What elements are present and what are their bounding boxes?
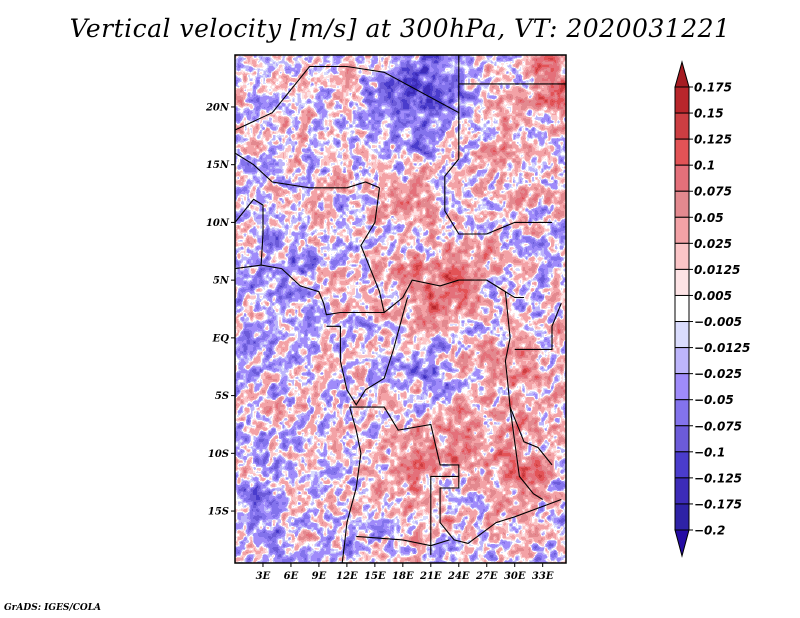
y-tick-label: 5N <box>213 276 230 287</box>
colorbar-label: −0.1 <box>694 445 725 459</box>
chart-title: Vertical velocity [m/s] at 300hPa, VT: 2… <box>69 14 731 43</box>
map-frame <box>234 54 567 564</box>
vertical-velocity-field <box>235 55 566 563</box>
colorbar-segment <box>674 190 690 218</box>
country-border <box>235 65 552 235</box>
colorbar-segment <box>674 216 690 244</box>
x-tick-label: 27E <box>475 571 498 582</box>
country-border <box>235 198 264 266</box>
colorbar-extend-max-arrow <box>674 60 690 88</box>
colorbar-label: 0.005 <box>694 289 732 303</box>
colorbar-label: 0.025 <box>694 237 732 251</box>
colorbar-label: −0.175 <box>694 497 742 511</box>
y-tick-label: 15N <box>206 160 230 171</box>
colorbar-segment <box>674 86 690 114</box>
colorbar-segment <box>674 451 690 479</box>
colorbar-segment <box>674 399 690 427</box>
y-tick-label: EQ <box>212 333 230 344</box>
colorbar: 0.175 0.15 0.125 0.1 0.075 0.05 0.025 0.0125 0.0… <box>674 60 750 558</box>
x-tick-label: 15E <box>364 571 386 582</box>
colorbar-label: 0.05 <box>694 211 724 225</box>
grads-credit: GrADS: IGES/COLA <box>4 603 102 613</box>
x-tick-label: 3E <box>256 571 271 582</box>
colorbar-segment <box>674 242 690 270</box>
colorbar-label: −0.05 <box>694 393 734 407</box>
y-tick-label: 10S <box>208 449 229 460</box>
colorbar-segment <box>674 268 690 296</box>
colorbar-label: 0.075 <box>694 185 732 199</box>
colorbar-segment <box>674 347 690 375</box>
country-border <box>349 406 562 544</box>
colorbar-segment <box>674 373 690 401</box>
country-border <box>235 264 385 316</box>
x-tick-label: 30E <box>504 571 526 582</box>
colorbar-label: 0.0125 <box>694 263 740 277</box>
country-border <box>360 187 524 314</box>
colorbar-label: 0.1 <box>694 159 715 173</box>
colorbar-segment <box>674 321 690 349</box>
y-tick-label: 15S <box>208 507 229 518</box>
x-tick-label: 33E <box>532 571 554 582</box>
country-border <box>341 406 362 563</box>
colorbar-segment <box>674 425 690 453</box>
map-panel <box>235 55 566 563</box>
colorbar-label: −0.075 <box>694 419 742 433</box>
x-tick-label: 18E <box>392 571 414 582</box>
x-tick-label: 21E <box>419 571 442 582</box>
country-border <box>235 107 380 189</box>
x-tick-label: 12E <box>336 571 358 582</box>
colorbar-label: −0.2 <box>694 524 725 538</box>
colorbar-label: −0.025 <box>694 367 742 381</box>
y-tick-label: 5S <box>215 391 229 402</box>
country-border <box>509 407 543 500</box>
colorbar-segment <box>674 294 690 323</box>
colorbar-segment <box>674 503 690 531</box>
y-tick-label: 20N <box>205 102 230 113</box>
colorbar-segment <box>674 138 690 166</box>
x-axis: 3E 6E 9E 12E 15E 18E 21E 24E 27E 30E 33E <box>256 563 554 582</box>
country-border <box>326 297 409 406</box>
x-tick-label: 6E <box>284 571 299 582</box>
y-axis: 20N 15N 10N 5N EQ 5S 10S 15S <box>205 102 235 518</box>
colorbar-label: 0.125 <box>694 133 732 147</box>
colorbar-segment <box>674 477 690 505</box>
y-tick-label: 10N <box>206 218 230 229</box>
colorbar-label: 0.15 <box>694 107 724 121</box>
colorbar-label: 0.175 <box>694 81 732 95</box>
colorbar-segment <box>674 164 690 192</box>
country-border <box>514 302 562 350</box>
country-boundaries <box>235 55 566 563</box>
colorbar-label: −0.125 <box>694 471 742 485</box>
colorbar-extend-min-arrow <box>674 529 690 558</box>
x-tick-label: 24E <box>447 571 470 582</box>
colorbar-segment <box>674 112 690 140</box>
x-tick-label: 9E <box>312 571 327 582</box>
country-border <box>356 535 450 547</box>
colorbar-label: −0.005 <box>694 315 742 329</box>
colorbar-label: −0.0125 <box>694 341 750 355</box>
country-border <box>430 475 459 555</box>
